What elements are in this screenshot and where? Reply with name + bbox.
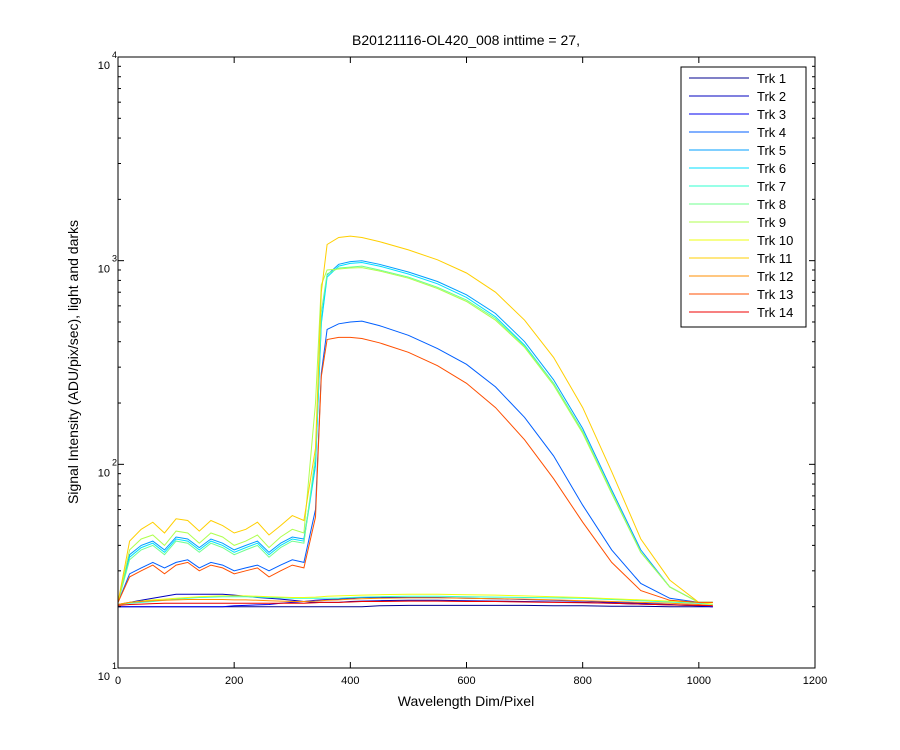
chart-title: B20121116-OL420_008 inttime = 27, — [352, 32, 580, 48]
legend-label: Trk 8 — [757, 197, 786, 212]
legend-label: Trk 12 — [757, 269, 793, 284]
series-line-trk-10 — [117, 593, 713, 605]
legend-label: Trk 4 — [757, 125, 786, 140]
y-tick-exponent: 2 — [112, 457, 117, 467]
legend-label: Trk 5 — [757, 143, 786, 158]
x-tick-label: 1200 — [803, 675, 827, 687]
series-line-trk-13 — [117, 336, 713, 603]
x-axis-label: Wavelength Dim/Pixel — [398, 693, 534, 709]
y-tick-label: 10 — [98, 671, 110, 683]
series-line-trk-8 — [117, 265, 713, 603]
x-tick-label: 600 — [457, 675, 475, 687]
x-tick-label: 800 — [573, 675, 591, 687]
y-axis-label: Signal Intensity (ADU/pix/sec), light an… — [65, 220, 81, 504]
legend-label: Trk 13 — [757, 287, 793, 302]
legend-label: Trk 2 — [757, 89, 786, 104]
series-line-trk-9 — [117, 267, 713, 603]
y-tick-label: 10 — [98, 264, 110, 276]
series-layer — [117, 235, 713, 608]
legend-label: Trk 10 — [757, 233, 793, 248]
x-tick-label: 400 — [341, 675, 359, 687]
legend-label: Trk 14 — [757, 305, 793, 320]
series-line-trk-11 — [117, 235, 713, 603]
legend-box — [680, 66, 807, 328]
legend-label: Trk 7 — [757, 179, 786, 194]
y-tick-label: 10 — [98, 467, 110, 479]
y-tick-exponent: 1 — [112, 661, 117, 671]
series-line-trk-14 — [117, 600, 713, 607]
legend-label: Trk 1 — [757, 71, 786, 86]
x-tick-label: 200 — [225, 675, 243, 687]
legend-label: Trk 6 — [757, 161, 786, 176]
legend: Trk 1 Trk 2 Trk 3 Trk 4 Trk 5 Trk 6 Trk 7 Trk 8… — [680, 66, 807, 328]
legend-label: Trk 9 — [757, 215, 786, 230]
series-line-trk-12 — [117, 597, 713, 607]
y-tick-label: 10 — [98, 60, 110, 72]
x-tick-label: 1000 — [687, 675, 711, 687]
y-tick-exponent: 4 — [112, 50, 117, 60]
legend-label: Trk 11 — [757, 251, 792, 266]
legend-label: Trk 3 — [757, 107, 786, 122]
x-tick-label: 0 — [115, 675, 121, 687]
y-tick-exponent: 3 — [112, 254, 117, 264]
series-line-trk-7 — [117, 595, 713, 605]
